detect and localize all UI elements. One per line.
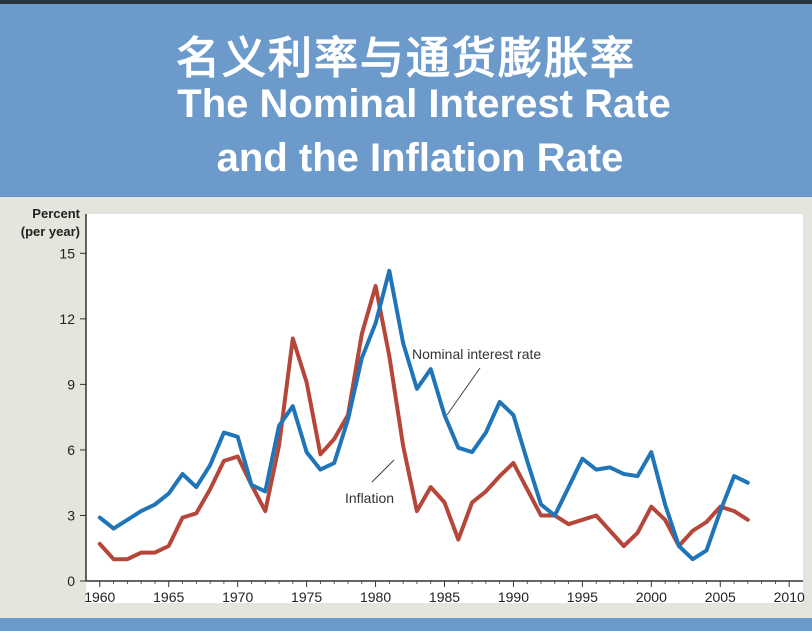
x-tick-label: 1970 xyxy=(222,589,253,605)
y-tick-label: 15 xyxy=(59,245,75,261)
title-banner: 名义利率与通货膨胀率 The Nominal Interest Rate and… xyxy=(0,4,812,196)
y-tick-label: 6 xyxy=(67,442,75,458)
axes: 1960 1965 1970 1975 1980 1985 1990 1995 2000 2005… xyxy=(59,214,805,605)
x-tick-label: 1980 xyxy=(360,589,391,605)
series-line-inflation xyxy=(97,284,750,562)
inflation-label-leader xyxy=(371,459,395,483)
inflation-series-label: Inflation xyxy=(345,490,394,506)
y-tick-label: 3 xyxy=(67,507,75,523)
y-tick-label: 12 xyxy=(59,311,75,327)
x-tick-label: 1995 xyxy=(567,589,598,605)
x-tick-label: 1960 xyxy=(84,589,115,605)
series-line-nominal-interest-rate xyxy=(97,268,750,562)
x-tick-label: 2000 xyxy=(636,589,667,605)
x-tick-label: 1975 xyxy=(291,589,322,605)
title-english-line1: The Nominal Interest Rate xyxy=(177,82,671,126)
bottom-bar xyxy=(0,618,812,631)
nominal-label-leader xyxy=(446,367,481,416)
x-tick-label: 1985 xyxy=(429,589,460,605)
chart-area: Percent (per year) 1960 1965 1970 1975 1980 1… xyxy=(0,197,812,618)
y-axis-label-line1: Percent xyxy=(32,206,80,221)
nominal-series-label: Nominal interest rate xyxy=(412,346,541,362)
x-tick-label: 2005 xyxy=(705,589,736,605)
x-tick-label: 1965 xyxy=(153,589,184,605)
annotations: Nominal interest rate Inflation xyxy=(345,346,541,506)
y-tick-label: 9 xyxy=(67,376,75,392)
x-tick-label: 2010 xyxy=(774,589,805,605)
y-tick-label: 0 xyxy=(67,573,75,589)
title-english-line2: and the Inflation Rate xyxy=(216,136,624,180)
x-tick-label: 1990 xyxy=(498,589,529,605)
y-axis-label-line2: (per year) xyxy=(21,224,80,239)
series-lines xyxy=(97,268,750,562)
line-chart: Percent (per year) 1960 1965 1970 1975 1980 1… xyxy=(21,206,805,605)
top-strip xyxy=(0,0,812,4)
title-chinese: 名义利率与通货膨胀率 xyxy=(176,33,636,84)
